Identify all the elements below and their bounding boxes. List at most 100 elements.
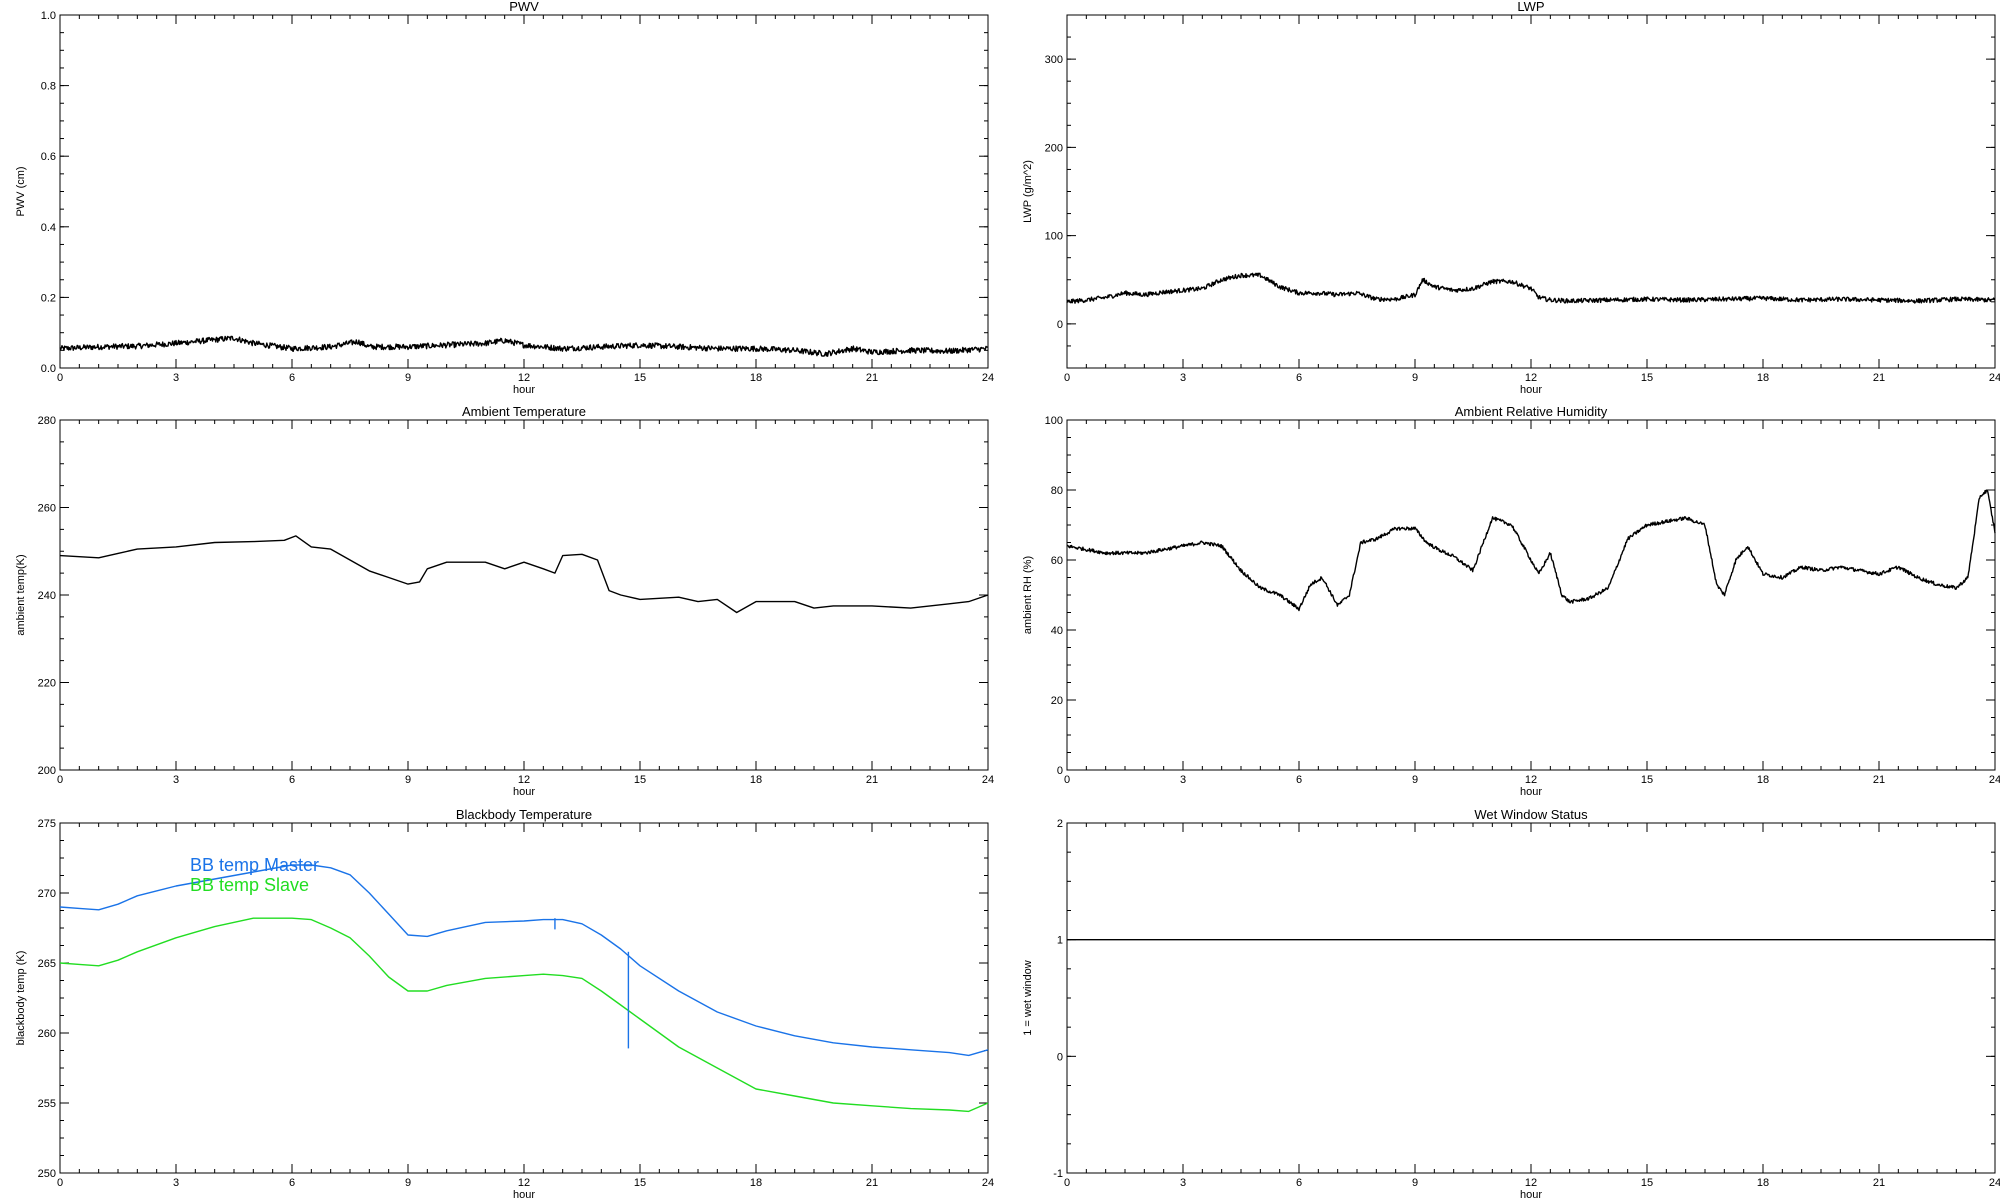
x-axis-label: hour [513, 786, 535, 798]
x-axis-label: hour [513, 384, 535, 396]
series-line-1 [1066, 272, 1996, 304]
y-tick-label: 0.8 [41, 81, 56, 93]
x-tick-label: 0 [57, 774, 63, 786]
plot-frame [59, 419, 989, 771]
x-tick-label: 3 [1180, 372, 1186, 384]
x-tick-label: 9 [405, 1177, 411, 1189]
y-tick-label: 100 [1045, 231, 1063, 243]
y-tick-label: -1 [1053, 1168, 1063, 1180]
x-tick-label: 6 [289, 774, 295, 786]
x-tick-label: 6 [1296, 1177, 1302, 1189]
y-tick-label: 0.2 [41, 292, 56, 304]
x-tick-label: 18 [750, 372, 762, 384]
x-tick-label: 9 [1412, 774, 1418, 786]
y-axis-label: PWV (cm) [15, 166, 27, 216]
x-tick-label: 3 [173, 372, 179, 384]
x-tick-label: 6 [289, 1177, 295, 1189]
y-tick-label: 270 [38, 888, 56, 900]
y-axis-label: ambient temp(K) [15, 554, 27, 635]
x-axis-label: hour [513, 1189, 535, 1200]
x-tick-label: 18 [1757, 774, 1769, 786]
x-tick-label: 18 [1757, 1177, 1769, 1189]
y-axis-label: blackbody temp (K) [15, 951, 27, 1046]
x-tick-label: 9 [405, 774, 411, 786]
y-tick-label: 250 [38, 1168, 56, 1180]
chart-title: PWV [509, 0, 539, 14]
series-line-bb-temp-master [59, 864, 989, 1057]
y-tick-label: 0.6 [41, 151, 56, 163]
chart-panel-1: PWV 0 3 6 9 12 15 18 21 24 0.0 0.2 0.4 0.6 0.8 1.0 hour P… [15, 0, 994, 396]
x-tick-label: 3 [173, 1177, 179, 1189]
x-tick-label: 18 [1757, 372, 1769, 384]
y-tick-label: 260 [38, 1028, 56, 1040]
y-axis-label: 1 = wet window [1022, 960, 1034, 1036]
x-tick-label: 15 [1641, 372, 1653, 384]
x-tick-label: 15 [1641, 1177, 1653, 1189]
x-tick-label: 9 [405, 372, 411, 384]
chart-panel-2: LWP 0 3 6 9 12 15 18 21 24 0 100 200 300 hour LWP (g/m^… [1022, 0, 2000, 396]
chart-panel-4: Ambient Relative Humidity 0 3 6 9 12 15 18 21 24 0… [1022, 404, 2000, 798]
legend-entry: BB temp Master [190, 855, 319, 875]
plot-frame [1066, 14, 1996, 369]
chart-title: Ambient Relative Humidity [1455, 404, 1608, 419]
x-tick-label: 12 [1525, 1177, 1537, 1189]
y-tick-label: 260 [38, 503, 56, 515]
x-tick-label: 12 [1525, 372, 1537, 384]
x-tick-label: 3 [1180, 774, 1186, 786]
x-tick-label: 21 [1873, 372, 1885, 384]
x-axis-label: hour [1520, 786, 1542, 798]
series-line-1 [59, 335, 989, 357]
x-tick-label: 12 [1525, 774, 1537, 786]
y-tick-label: 0 [1057, 765, 1063, 777]
x-tick-label: 24 [982, 1177, 994, 1189]
y-tick-label: 200 [1045, 142, 1063, 154]
x-tick-label: 0 [1064, 1177, 1070, 1189]
x-tick-label: 9 [1412, 1177, 1418, 1189]
y-tick-label: 265 [38, 958, 56, 970]
x-tick-label: 15 [1641, 774, 1653, 786]
chart-panel-5: Blackbody Temperature 0 3 6 9 12 15 18 21 24 250 25… [15, 807, 994, 1200]
x-tick-label: 12 [518, 774, 530, 786]
x-tick-label: 6 [1296, 774, 1302, 786]
x-tick-label: 21 [866, 372, 878, 384]
x-tick-label: 6 [289, 372, 295, 384]
y-tick-label: 0 [1057, 1051, 1063, 1063]
x-tick-label: 15 [634, 774, 646, 786]
x-tick-label: 6 [1296, 372, 1302, 384]
x-tick-label: 0 [57, 372, 63, 384]
chart-title: Wet Window Status [1474, 807, 1588, 822]
y-tick-label: 20 [1051, 695, 1063, 707]
x-tick-label: 0 [1064, 372, 1070, 384]
series-line-1 [1066, 489, 1996, 612]
y-tick-label: 60 [1051, 555, 1063, 567]
chart-panel-3: Ambient Temperature 0 3 6 9 12 15 18 21 24 200 220 2… [15, 404, 994, 798]
x-tick-label: 3 [173, 774, 179, 786]
x-axis-label: hour [1520, 1189, 1542, 1200]
y-axis-label: ambient RH (%) [1022, 556, 1034, 634]
x-tick-label: 21 [866, 774, 878, 786]
chart-title: Blackbody Temperature [456, 807, 592, 822]
x-tick-label: 3 [1180, 1177, 1186, 1189]
y-tick-label: 220 [38, 678, 56, 690]
y-tick-label: 0 [1057, 319, 1063, 331]
y-tick-label: 2 [1057, 818, 1063, 830]
y-tick-label: 1 [1057, 935, 1063, 947]
y-axis-label: LWP (g/m^2) [1022, 160, 1034, 223]
x-tick-label: 24 [1989, 372, 2000, 384]
x-tick-label: 24 [1989, 774, 2000, 786]
x-tick-label: 24 [982, 372, 994, 384]
x-tick-label: 21 [1873, 774, 1885, 786]
series-line-1 [59, 535, 989, 614]
x-tick-label: 12 [518, 372, 530, 384]
x-tick-label: 0 [57, 1177, 63, 1189]
y-tick-label: 100 [1045, 415, 1063, 427]
y-tick-label: 280 [38, 415, 56, 427]
x-tick-label: 12 [518, 1177, 530, 1189]
x-tick-label: 21 [1873, 1177, 1885, 1189]
x-tick-label: 9 [1412, 372, 1418, 384]
y-tick-label: 0.4 [41, 222, 56, 234]
x-tick-label: 15 [634, 1177, 646, 1189]
y-tick-label: 275 [38, 818, 56, 830]
